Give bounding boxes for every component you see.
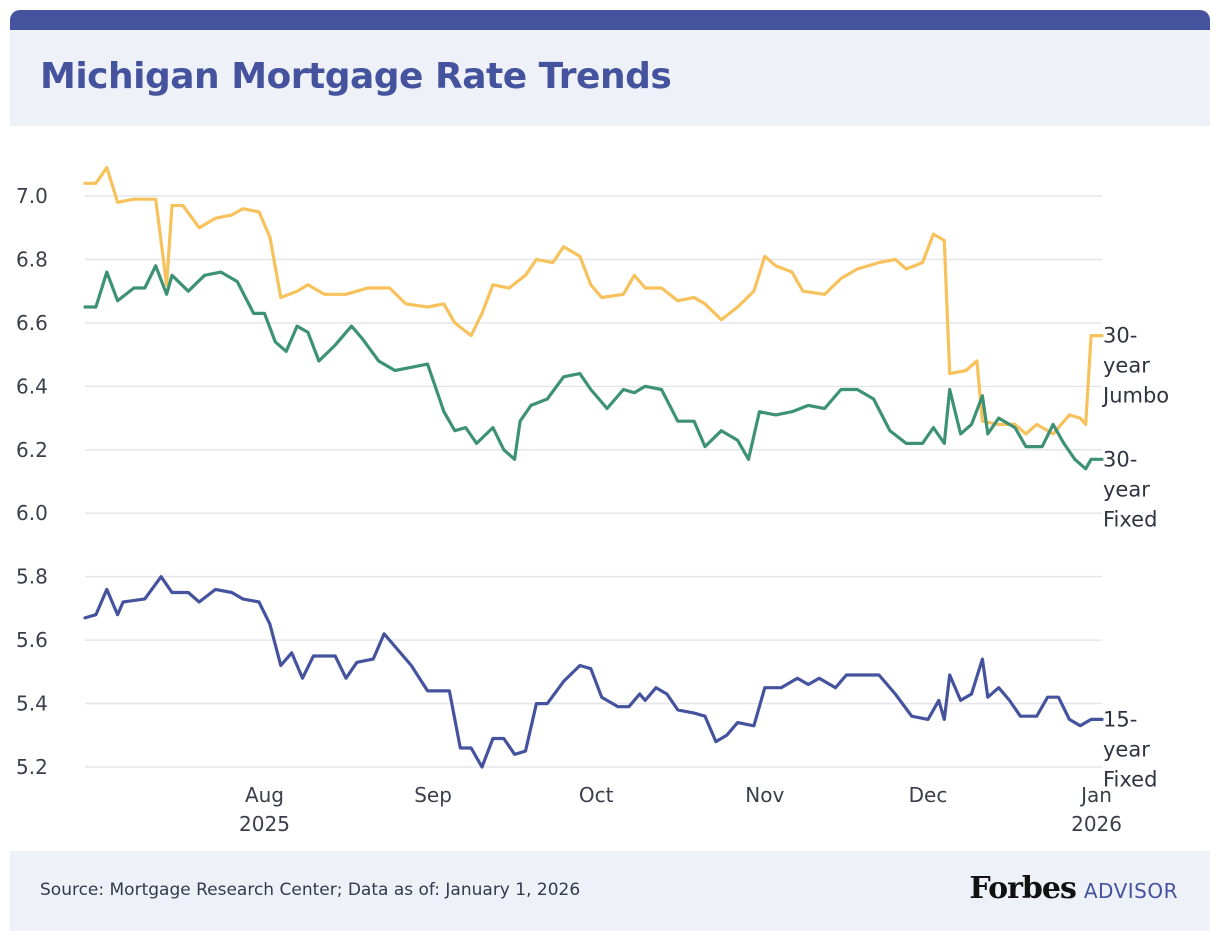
series-label-line: 30- — [1103, 447, 1137, 471]
x-tick-label: Oct — [579, 783, 614, 807]
x-tick-sublabel: 2025 — [239, 812, 290, 836]
brand-subtitle: ADVISOR — [1083, 879, 1178, 903]
x-tick-label: Nov — [745, 783, 784, 807]
series-label-line: year — [1103, 737, 1150, 761]
y-tick-label: 7.0 — [16, 184, 48, 208]
footer-band: Source: Mortgage Research Center; Data a… — [10, 851, 1210, 931]
series-label-line: 15- — [1103, 707, 1137, 731]
y-tick-label: 6.4 — [16, 374, 48, 398]
series-label-line: 30- — [1103, 324, 1137, 348]
header-band: Michigan Mortgage Rate Trends — [10, 30, 1210, 126]
y-tick-label: 5.2 — [16, 755, 48, 779]
line-chart: 7.0 6.8 6.6 6.4 6.2 6.0 5.8 5.6 5.4 5.2 Aug 2025 Sep… — [0, 126, 1220, 851]
x-tick-sublabel: 2026 — [1071, 812, 1122, 836]
series-label-line: Fixed — [1103, 507, 1157, 531]
series-label-line: year — [1103, 477, 1150, 501]
y-tick-label: 6.8 — [16, 247, 48, 271]
brand-wordmark: Forbes — [969, 871, 1076, 906]
y-tick-label: 5.6 — [16, 628, 48, 652]
header-accent-bar — [10, 10, 1210, 30]
y-tick-label: 5.4 — [16, 692, 48, 716]
x-tick-label: Dec — [909, 783, 948, 807]
y-tick-label: 6.0 — [16, 501, 48, 525]
x-tick-label: Aug — [245, 783, 284, 807]
series-label-line: year — [1103, 354, 1150, 378]
series-label-line: Jumbo — [1101, 384, 1169, 408]
x-tick-label: Jan — [1079, 783, 1112, 807]
y-tick-label: 6.6 — [16, 311, 48, 335]
source-note: Source: Mortgage Research Center; Data a… — [40, 880, 581, 900]
brand-logo: Forbes ADVISOR — [969, 871, 1178, 906]
chart-title: Michigan Mortgage Rate Trends — [40, 56, 672, 97]
y-tick-label: 5.8 — [16, 565, 48, 589]
x-tick-label: Sep — [414, 783, 452, 807]
series-line-30-year-jumbo — [83, 165, 1104, 436]
chart-canvas: 7.0 6.8 6.6 6.4 6.2 6.0 5.8 5.6 5.4 5.2 Aug 2025 Sep… — [16, 165, 1169, 836]
series-label-line: Fixed — [1103, 767, 1157, 791]
series-line-30-year-fixed — [83, 264, 1104, 471]
series-line-15-year-fixed — [83, 575, 1104, 769]
y-tick-label: 6.2 — [16, 438, 48, 462]
